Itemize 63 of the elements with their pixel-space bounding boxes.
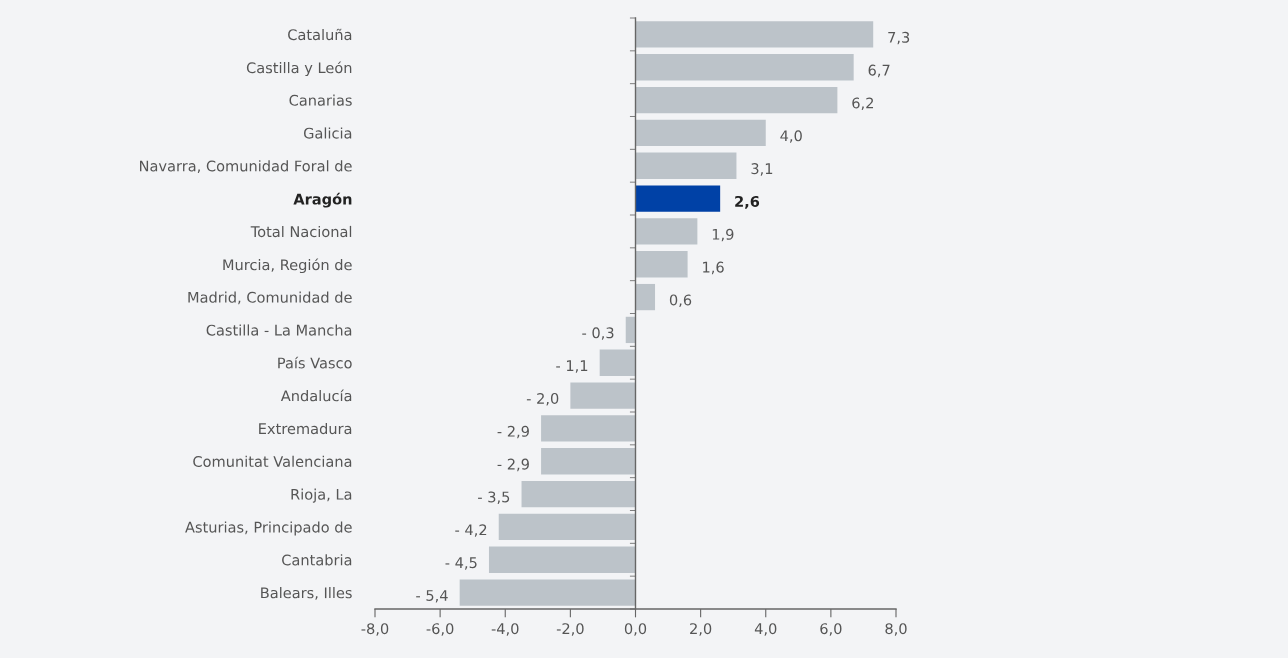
bar [635, 251, 688, 278]
data-label: - 0,3 [582, 327, 614, 340]
data-label: 7,3 [888, 31, 910, 45]
x-tick-label: 6,0 [820, 623, 842, 636]
y-tick-label: Cataluña [288, 28, 352, 41]
bar [521, 480, 636, 508]
data-label: - 2,9 [497, 458, 529, 472]
bar [635, 21, 874, 48]
data-label: - 2,0 [526, 392, 559, 406]
y-tick-label: Madrid, Comunidad de [188, 291, 352, 305]
y-tick-label: Galicia [303, 127, 352, 139]
bar [635, 152, 737, 179]
x-tick-label: 2,0 [690, 623, 712, 636]
x-tick-label: 0,0 [624, 623, 647, 636]
data-label: 1,6 [703, 261, 724, 275]
bar [488, 546, 636, 573]
bar [635, 218, 698, 245]
bar [625, 316, 636, 344]
y-tick-label: Balears, Illes [261, 587, 352, 600]
y-tick-label: Castilla - La Mancha [206, 324, 352, 336]
y-tick-label: Total Nacional [250, 225, 352, 238]
y-tick-label: Aragón [293, 192, 352, 208]
data-label: 4,0 [780, 130, 802, 143]
bar [635, 283, 656, 311]
x-tick-label: -8,0 [361, 623, 389, 636]
y-tick-label: País Vasco [278, 356, 352, 369]
bar [570, 382, 636, 409]
y-tick-label: Murcia, Región de [223, 258, 352, 274]
data-label: 2,6 [735, 195, 760, 209]
y-tick-label: Navarra, Comunidad Foral de [140, 160, 352, 173]
bar [635, 119, 766, 147]
data-label: 3,1 [751, 163, 773, 176]
y-tick-label: Cantabria [282, 554, 352, 566]
bar [635, 185, 721, 212]
data-label: - 4,5 [445, 557, 477, 570]
data-label: - 2,9 [497, 425, 529, 439]
data-label: - 1,1 [556, 360, 588, 373]
bar [541, 448, 636, 475]
x-tick-label: -2,0 [556, 623, 584, 636]
x-tick-label: -6,0 [426, 623, 454, 636]
y-tick-label: Asturias, Principado de [185, 521, 352, 536]
y-tick-label: Comunitat Valenciana [193, 455, 352, 467]
data-label: - 4,2 [455, 524, 487, 537]
data-label: 6,7 [868, 64, 890, 78]
bar [599, 349, 636, 376]
y-tick-label: Andalucía [280, 389, 352, 402]
x-tick-label: 8,0 [885, 623, 907, 636]
bar [541, 415, 636, 442]
bar [498, 513, 636, 541]
y-tick-label: Canarias [289, 94, 352, 106]
bar [635, 54, 854, 81]
y-tick-label: Extremadura [259, 422, 352, 435]
data-label: - 5,4 [416, 590, 448, 603]
x-tick-label: 4,0 [754, 623, 777, 636]
data-label: 1,9 [712, 228, 734, 242]
bar [459, 579, 636, 606]
x-tick-label: -4,0 [491, 623, 519, 636]
bar [635, 86, 838, 114]
y-tick-label: Castilla y León [246, 61, 352, 77]
y-tick-label: Rioja, La [291, 488, 352, 503]
data-label: 0,6 [669, 294, 692, 307]
data-label: 6,2 [852, 97, 874, 110]
data-label: - 3,5 [478, 491, 510, 504]
